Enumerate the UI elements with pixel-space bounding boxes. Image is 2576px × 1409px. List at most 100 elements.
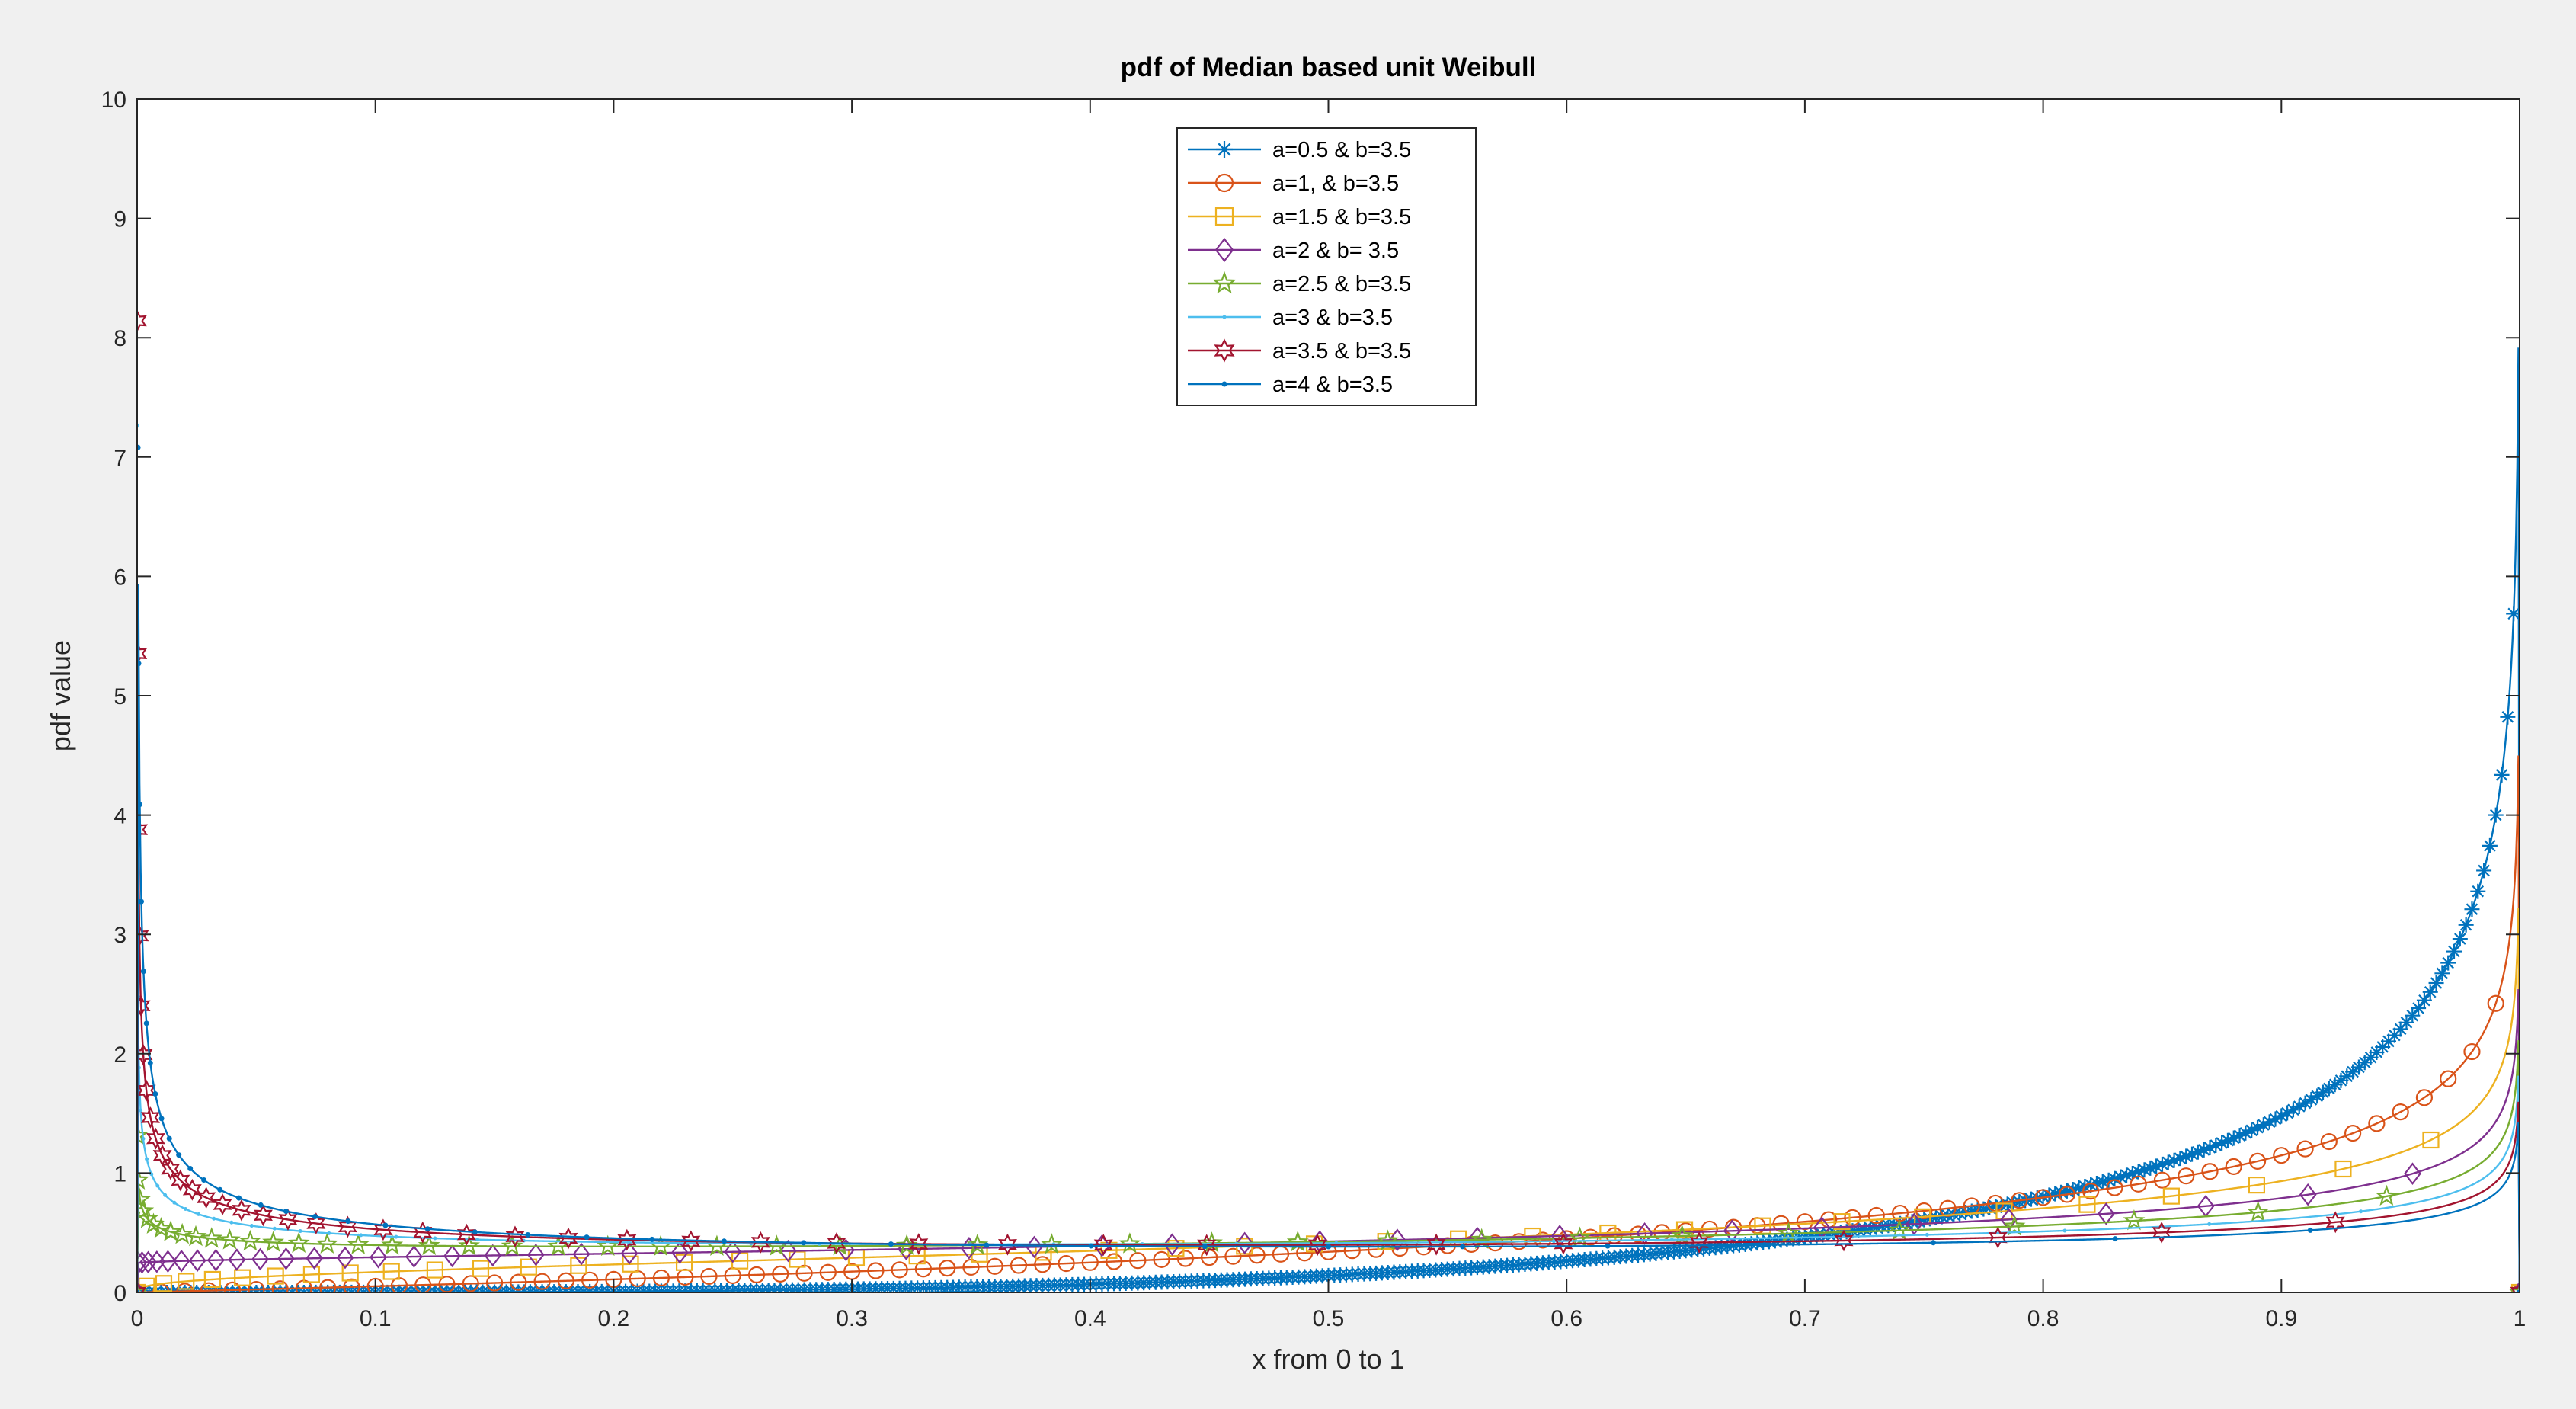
x-tick-label: 0.4 (1074, 1306, 1106, 1331)
y-axis-label: pdf value (45, 640, 76, 751)
data-point-dot (1605, 1243, 1611, 1249)
data-point-asterisk (1904, 1214, 1920, 1230)
legend-entry[interactable]: a=4 & b=3.5 (1188, 373, 1393, 397)
chart-title: pdf of Median based unit Weibull (1121, 53, 1537, 82)
data-point-hexagram (1988, 1226, 2008, 1249)
legend-entry[interactable]: a=2.5 & b=3.5 (1188, 271, 1411, 296)
data-point-dot (1551, 1239, 1556, 1244)
x-axis-label: x from 0 to 1 (1252, 1343, 1404, 1375)
data-point-asterisk (2219, 1132, 2235, 1148)
data-point-pentagram (1040, 1233, 1063, 1254)
data-point-dot (1931, 1240, 1937, 1246)
data-point-asterisk (2119, 1167, 2135, 1183)
legend[interactable]: a=0.5 & b=3.5 a=1, & b=3.5 a=1.5 & b=3.5 a=… (1176, 127, 1477, 406)
data-point-circle (1867, 1206, 1885, 1225)
data-point-asterisk (2232, 1128, 2248, 1144)
data-point-pentagram (137, 1199, 155, 1221)
data-point-asterisk (2416, 992, 2432, 1008)
data-point-asterisk (1216, 141, 1233, 158)
data-point-asterisk (2494, 767, 2510, 783)
data-point-circle (414, 1276, 432, 1292)
data-point-pentagram (1569, 1226, 1591, 1247)
data-point-hexagram (2152, 1221, 2171, 1244)
data-point-dot (1326, 1244, 1332, 1250)
legend-label: a=3 & b=3.5 (1272, 306, 1393, 330)
data-point-diamond (443, 1244, 461, 1268)
x-tick-label: 0.8 (2027, 1306, 2059, 1331)
data-point-square (2078, 1196, 2096, 1213)
data-point-hexagram (827, 1232, 846, 1254)
data-point-dot (172, 1200, 177, 1205)
data-point-asterisk (1934, 1209, 1950, 1225)
legend-entry[interactable]: a=3.5 & b=3.5 (1188, 338, 1411, 363)
data-point-pentagram (200, 1227, 223, 1248)
data-point-square (675, 1254, 693, 1271)
data-point-dot (345, 1218, 351, 1225)
data-point-hexagram (213, 1193, 232, 1215)
y-tick-label: 8 (114, 326, 126, 351)
data-point-asterisk (2398, 1014, 2414, 1030)
data-point-asterisk (2488, 807, 2504, 823)
data-point-circle (2153, 1171, 2171, 1189)
data-point-asterisk (2244, 1122, 2260, 1138)
data-point-pentagram (2003, 1215, 2026, 1236)
data-point-circle (176, 1283, 194, 1292)
data-point-dot (229, 1220, 234, 1225)
data-point-circle (533, 1273, 551, 1290)
data-point-asterisk (2274, 1108, 2290, 1124)
data-point-circle (200, 1282, 217, 1292)
data-point-diamond (206, 1248, 225, 1272)
data-point-asterisk (2214, 1135, 2230, 1151)
data-point-asterisk (2226, 1130, 2242, 1146)
data-point-asterisk (1957, 1205, 1973, 1221)
data-point-dot (201, 1177, 207, 1183)
data-point-diamond (620, 1241, 638, 1265)
x-tick-label: 0.1 (360, 1306, 392, 1331)
data-point-asterisk (2059, 1183, 2075, 1199)
data-point-diamond (228, 1248, 246, 1271)
data-point-dot (312, 1214, 318, 1220)
legend-entry[interactable]: a=1, & b=3.5 (1188, 171, 1399, 196)
data-point-circle (2440, 1070, 2457, 1087)
data-point-circle (1010, 1257, 1028, 1274)
data-point-hexagram (1214, 338, 1235, 363)
data-point-asterisk (2345, 1064, 2361, 1080)
legend-entry[interactable]: a=0.5 & b=3.5 (1188, 138, 1411, 162)
data-point-hexagram (1689, 1231, 1709, 1254)
data-point-dot (272, 1226, 277, 1231)
data-point-hexagram (278, 1209, 298, 1231)
data-point-circle (1081, 1254, 1099, 1271)
data-point-diamond (137, 1250, 151, 1274)
data-point-asterisk (1845, 1223, 1861, 1239)
data-point-diamond (277, 1247, 295, 1270)
data-point-asterisk (2113, 1169, 2129, 1185)
data-point-dot (475, 1238, 480, 1242)
data-point-dot (158, 1116, 165, 1122)
data-point-hexagram (161, 1158, 181, 1180)
y-tick-label: 9 (114, 207, 126, 232)
legend-entry[interactable]: a=1.5 & b=3.5 (1188, 205, 1411, 229)
data-point-asterisk (2047, 1186, 2063, 1202)
data-point-diamond (2404, 1162, 2421, 1185)
data-point-hexagram (1426, 1233, 1446, 1256)
data-point-dot (152, 1091, 158, 1097)
data-point-square (1833, 1213, 1851, 1231)
data-point-diamond (779, 1239, 797, 1263)
y-tick-label: 2 (114, 1042, 126, 1068)
legend-label: a=4 & b=3.5 (1272, 373, 1393, 397)
data-point-asterisk (2303, 1092, 2319, 1108)
series-layer (137, 309, 2520, 1292)
data-point-square (2248, 1177, 2265, 1194)
data-point-dot (1925, 1232, 1929, 1237)
data-point-hexagram (2325, 1211, 2345, 1234)
data-point-asterisk (2190, 1144, 2206, 1160)
legend-entry[interactable]: a=3 & b=3.5 (1188, 306, 1393, 330)
data-point-asterisk (2107, 1170, 2123, 1186)
legend-label: a=1.5 & b=3.5 (1272, 205, 1411, 229)
data-point-diamond (1388, 1228, 1406, 1251)
data-point-diamond (306, 1247, 323, 1270)
data-point-circle (2368, 1115, 2386, 1132)
legend-entry[interactable]: a=2 & b= 3.5 (1188, 237, 1399, 263)
data-point-diamond (2097, 1202, 2115, 1225)
